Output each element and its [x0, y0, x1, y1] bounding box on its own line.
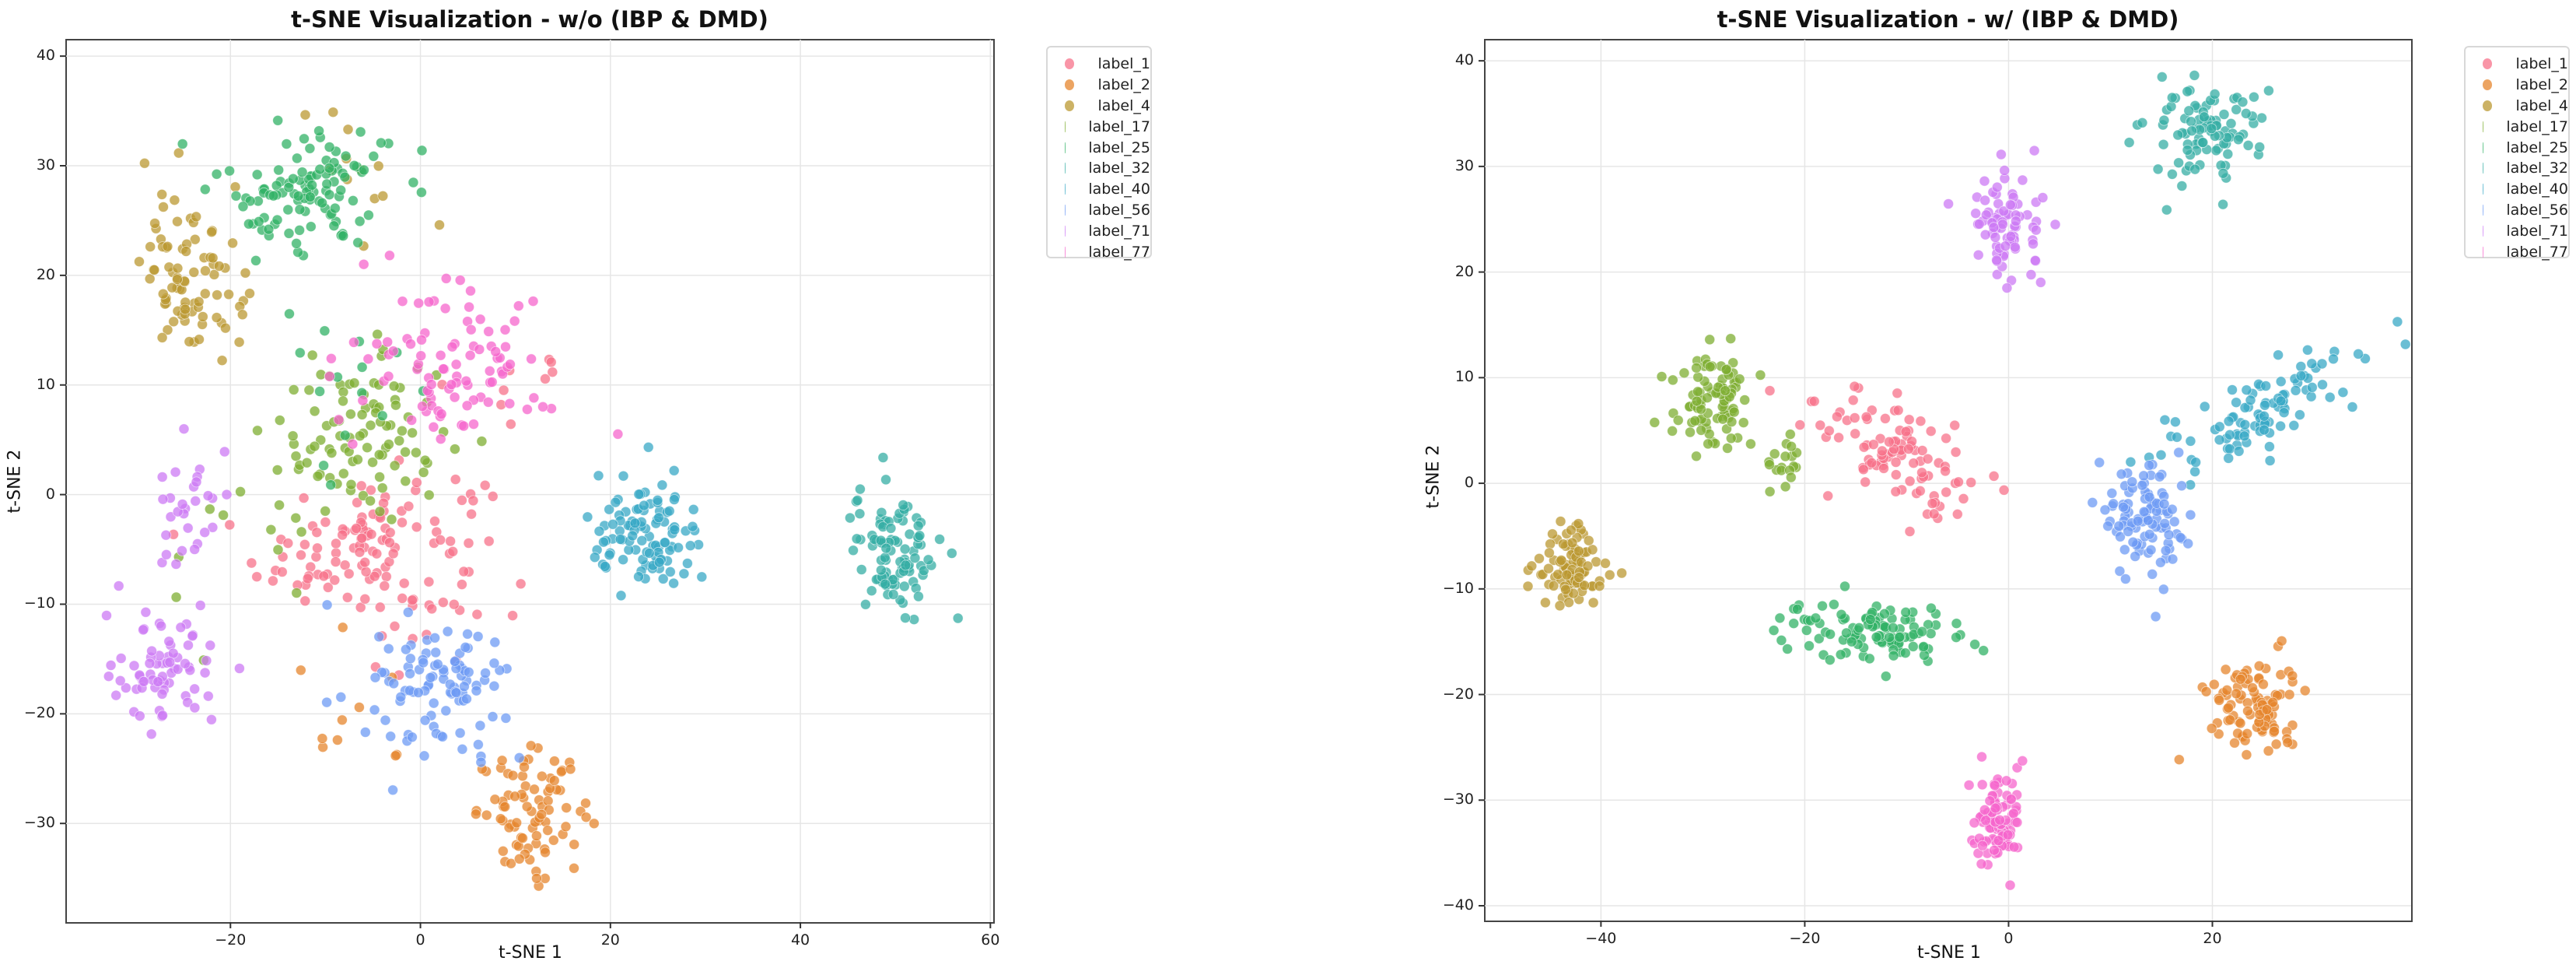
y-tick-label: −10 [1442, 579, 1474, 597]
legend-label: label_1 [1097, 55, 1150, 73]
y-tick-label: 30 [1454, 156, 1474, 174]
legend-item: label_40 [2466, 179, 2568, 200]
left-panel: t-SNE Visualization - w/o (IBP & DMD) −2… [0, 0, 1213, 968]
left-scatter-plot [60, 40, 993, 928]
legend-marker-icon [2483, 79, 2493, 91]
legend-label: label_25 [1088, 139, 1150, 156]
legend-marker-icon [1065, 58, 1075, 70]
legend-item: label_2 [1048, 75, 1150, 96]
legend-label: label_32 [1088, 160, 1150, 177]
y-tick-label: −30 [23, 814, 55, 832]
legend-item: label_32 [1048, 158, 1150, 179]
x-tick-label: 60 [981, 931, 1000, 949]
legend-item: label_77 [2466, 241, 2568, 262]
legend-label: label_2 [2515, 76, 2568, 94]
y-tick-label: 30 [36, 156, 55, 174]
left-x-axis-label: t-SNE 1 [499, 943, 562, 963]
y-tick-label: 10 [36, 375, 55, 393]
legend-item: label_17 [1048, 116, 1150, 137]
left-chart-title: t-SNE Visualization - w/o (IBP & DMD) [291, 6, 768, 33]
x-tick-label: 20 [2203, 930, 2222, 947]
legend-marker-icon [1065, 79, 1075, 91]
legend-label: label_71 [1088, 222, 1150, 240]
legend-label: label_32 [2506, 160, 2568, 177]
legend-marker-icon [1065, 100, 1075, 111]
right-plot-area [1484, 39, 2413, 922]
legend-label: label_77 [1088, 243, 1150, 261]
legend-item: label_32 [2466, 158, 2568, 179]
legend-label: label_1 [2515, 55, 2568, 73]
y-tick-label: 40 [36, 47, 55, 65]
legend-label: label_40 [1088, 181, 1150, 198]
legend-label: label_40 [2506, 181, 2568, 198]
y-tick-label: 40 [1454, 51, 1474, 69]
legend-item: label_40 [1048, 179, 1150, 200]
y-tick-label: −40 [1442, 896, 1474, 914]
x-tick-label: −20 [215, 931, 247, 949]
legend-item: label_17 [2466, 116, 2568, 137]
y-tick-label: 20 [1454, 262, 1474, 280]
legend-label: label_56 [2506, 201, 2568, 219]
legend-item: label_71 [2466, 220, 2568, 241]
y-tick-label: 20 [36, 265, 55, 283]
y-tick-label: −20 [23, 704, 55, 722]
scatter-points [1522, 70, 2411, 891]
legend-label: label_2 [1097, 76, 1150, 94]
legend-marker-icon [2483, 100, 2493, 111]
legend-item: label_25 [2466, 137, 2568, 158]
legend-item: label_56 [2466, 200, 2568, 221]
x-tick-label: 40 [790, 931, 810, 949]
legend-label: label_56 [1088, 201, 1150, 219]
legend-item: label_77 [1048, 241, 1150, 262]
legend-label: label_77 [2506, 243, 2568, 261]
legend-item: label_4 [2466, 96, 2568, 117]
right-y-axis-label: t-SNE 2 [1423, 444, 1444, 509]
legend-item: label_1 [1048, 54, 1150, 75]
legend-label: label_71 [2506, 222, 2568, 240]
x-tick-label: 0 [2004, 930, 2014, 947]
x-tick-label: −40 [1585, 930, 1617, 947]
y-tick-label: 0 [1464, 474, 1474, 492]
right-chart-title: t-SNE Visualization - w/ (IBP & DMD) [1717, 6, 2179, 33]
legend-item: label_71 [1048, 220, 1150, 241]
legend-item: label_56 [1048, 200, 1150, 221]
y-tick-label: −20 [1442, 685, 1474, 703]
legend-marker-icon [2483, 58, 2493, 70]
x-tick-label: 0 [415, 931, 425, 949]
legend-label: label_4 [2515, 96, 2568, 114]
scatter-points [101, 107, 964, 892]
left-plot-area [65, 39, 995, 924]
x-tick-label: 20 [600, 931, 620, 949]
y-tick-label: 0 [45, 485, 55, 503]
legend-item: label_4 [1048, 96, 1150, 117]
y-tick-label: 10 [1454, 368, 1474, 386]
y-tick-label: −10 [23, 594, 55, 612]
x-tick-label: −20 [1789, 930, 1821, 947]
legend-label: label_4 [1097, 96, 1150, 114]
legend-label: label_17 [2506, 117, 2568, 135]
legend-item: label_1 [2466, 54, 2568, 75]
y-tick-label: −30 [1442, 791, 1474, 808]
legend-item: label_2 [2466, 75, 2568, 96]
legend-label: label_25 [2506, 139, 2568, 156]
right-x-axis-label: t-SNE 1 [1917, 943, 1981, 963]
legend-label: label_17 [1088, 117, 1150, 135]
legend-item: label_25 [1048, 137, 1150, 158]
